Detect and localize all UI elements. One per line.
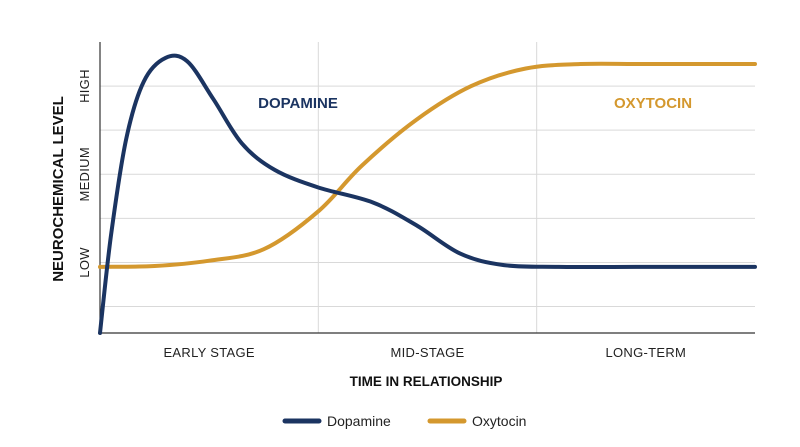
dopamine-annotation: DOPAMINE xyxy=(258,95,338,112)
legend-label-oxytocin: Oxytocin xyxy=(472,413,526,429)
legend-label-dopamine: Dopamine xyxy=(327,413,391,429)
x-tick-label: EARLY STAGE xyxy=(163,345,254,360)
y-tick-label: LOW xyxy=(77,247,92,278)
x-axis-title: TIME IN RELATIONSHIP xyxy=(350,374,503,389)
x-tick-label: LONG-TERM xyxy=(605,345,686,360)
series-line-dopamine xyxy=(98,53,757,335)
series-line-oxytocin xyxy=(98,61,757,269)
chart-grid xyxy=(100,42,755,333)
y-tick-labels: LOW MEDIUM HIGH xyxy=(77,69,92,277)
oxytocin-annotation: OXYTOCIN xyxy=(614,95,692,112)
x-tick-label: MID-STAGE xyxy=(391,345,465,360)
x-tick-labels: EARLY STAGE MID-STAGE LONG-TERM xyxy=(163,345,686,360)
chart-series xyxy=(98,53,757,335)
chart-legend: Dopamine Oxytocin xyxy=(282,413,526,429)
y-tick-label: MEDIUM xyxy=(77,147,92,202)
y-tick-label: HIGH xyxy=(77,69,92,103)
chart-axes xyxy=(99,42,755,334)
y-axis-title: NEUROCHEMICAL LEVEL xyxy=(50,96,67,282)
